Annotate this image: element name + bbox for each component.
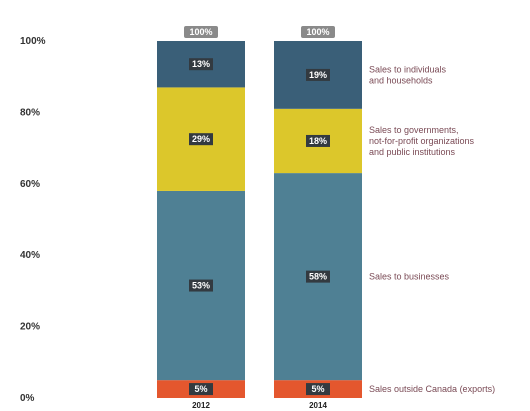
data-label: 5% xyxy=(311,384,324,394)
data-label-box xyxy=(306,383,330,396)
total-label-box xyxy=(184,26,218,38)
data-label: 18% xyxy=(309,136,327,146)
total-label: 100% xyxy=(189,27,212,37)
x-category-label: 2014 xyxy=(309,401,327,410)
data-label: 13% xyxy=(192,59,210,69)
legend-label: Sales to individuals xyxy=(369,64,447,74)
y-tick-label: 60% xyxy=(20,179,40,190)
legend-label: and public institutions xyxy=(369,147,456,157)
y-tick-label: 20% xyxy=(20,322,40,333)
data-label: 5% xyxy=(194,384,207,394)
total-label: 100% xyxy=(306,27,329,37)
data-label-box xyxy=(189,133,213,146)
y-tick-label: 80% xyxy=(20,107,40,118)
data-label: 53% xyxy=(192,281,210,291)
data-label-box xyxy=(306,134,330,147)
data-label: 19% xyxy=(309,70,327,80)
data-label-box xyxy=(306,68,330,81)
legend-label: and households xyxy=(369,75,433,85)
legend-label: Sales to governments, xyxy=(369,125,459,135)
legend-label: Sales outside Canada (exports) xyxy=(369,384,495,394)
y-tick-label: 100% xyxy=(20,36,46,47)
y-tick-label: 0% xyxy=(20,393,35,404)
legend-label: not-for-profit organizations xyxy=(369,136,475,146)
data-label-box xyxy=(189,58,213,71)
x-category-label: 2012 xyxy=(192,401,210,410)
data-label: 58% xyxy=(309,272,327,282)
data-label-box xyxy=(189,279,213,292)
legend-label: Sales to businesses xyxy=(369,272,450,282)
total-label-box xyxy=(301,26,335,38)
data-label-box xyxy=(189,383,213,396)
data-label: 29% xyxy=(192,134,210,144)
data-label-box xyxy=(306,270,330,283)
y-tick-label: 40% xyxy=(20,250,40,261)
